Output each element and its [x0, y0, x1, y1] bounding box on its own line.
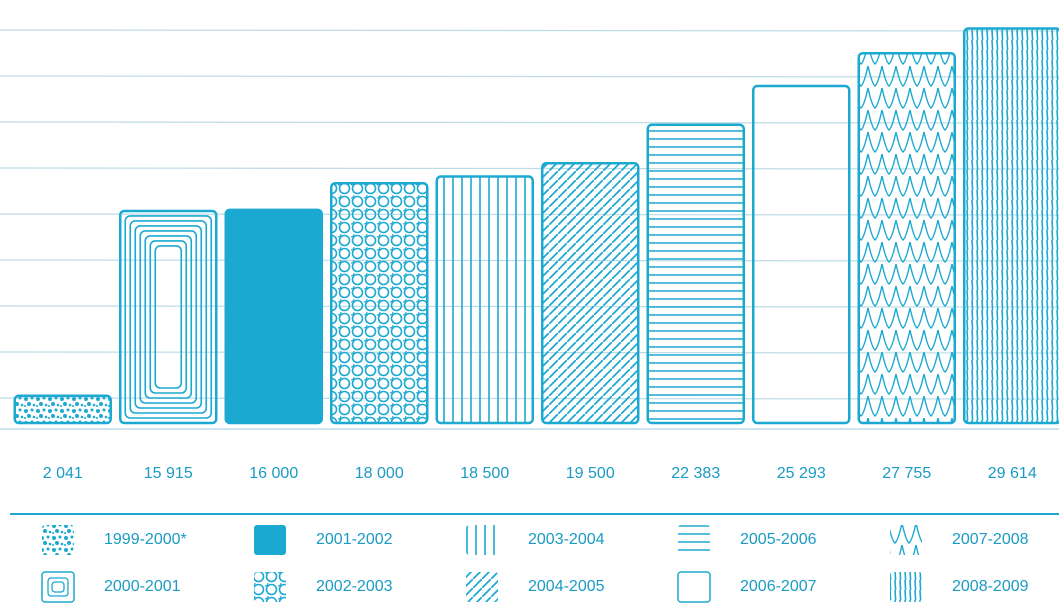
legend-label: 2007-2008 [952, 531, 1029, 548]
legend-label: 1999-2000* [104, 531, 187, 548]
legend-swatch-dense-vertical [890, 572, 922, 602]
legend-item: 2003-2004 [464, 523, 674, 557]
legend-item: 2004-2005 [464, 570, 674, 604]
legend-item: 2006-2007 [676, 570, 886, 604]
legend-item: 2005-2006 [676, 523, 886, 557]
bar-chart [0, 27, 1059, 430]
legend-swatch-cells [254, 572, 286, 602]
bar-2001-2002 [224, 208, 323, 425]
bar-2000-2001 [119, 209, 218, 425]
legend-label: 2008-2009 [952, 578, 1029, 595]
bar-2003-2004 [435, 175, 534, 425]
legend-label: 2006-2007 [740, 578, 817, 595]
legend-item: 2008-2009 [888, 570, 1059, 604]
value-label: 15 915 [143, 465, 193, 482]
legend-label: 2000-2001 [104, 578, 181, 595]
legend-item: 2001-2002 [252, 523, 462, 557]
legend-item: 2007-2008 [888, 523, 1059, 557]
legend-label: 2005-2006 [740, 531, 817, 548]
legend-swatch-blank [677, 571, 711, 603]
chart-svg [0, 27, 1059, 430]
bar-1999-2000* [13, 394, 112, 425]
value-label: 2 041 [42, 465, 83, 482]
legend-swatch-concentric [41, 571, 75, 603]
bar-2002-2003 [330, 181, 429, 425]
legend-swatch-solid [254, 525, 286, 555]
bar-2008-2009 [963, 27, 1059, 425]
legend-item: 2000-2001 [40, 570, 250, 604]
gridline [0, 29, 1059, 32]
legend-label: 2001-2002 [316, 531, 393, 548]
value-label: 29 614 [987, 465, 1037, 482]
value-label: 19 500 [565, 465, 615, 482]
legend-swatch-vertical-lines [466, 525, 498, 555]
legend: 1999-2000* 2001-2002 2003-2004 2005-2006 200… [0, 523, 1059, 610]
value-label: 25 293 [776, 465, 826, 482]
bar-2007-2008 [857, 51, 956, 425]
legend-label: 2003-2004 [528, 531, 605, 548]
legend-swatch-horizontal-lines [678, 525, 710, 555]
value-labels: 2 041 15 915 16 000 18 000 18 500 19 500 22 38… [0, 465, 1059, 495]
value-label: 18 500 [460, 465, 510, 482]
legend-swatch-scales [890, 525, 922, 555]
bar-2004-2005 [541, 161, 640, 425]
value-label: 22 383 [671, 465, 721, 482]
value-label: 18 000 [354, 465, 404, 482]
legend-swatch-diagonal [466, 572, 498, 602]
legend-item: 1999-2000* [40, 523, 250, 557]
legend-swatch-speckle [42, 525, 74, 555]
legend-label: 2002-2003 [316, 578, 393, 595]
legend-divider [10, 513, 1059, 515]
value-label: 27 755 [882, 465, 932, 482]
legend-label: 2004-2005 [528, 578, 605, 595]
bar-2006-2007 [752, 84, 851, 425]
value-label: 16 000 [249, 465, 299, 482]
bar-2005-2006 [646, 123, 745, 425]
legend-item: 2002-2003 [252, 570, 462, 604]
